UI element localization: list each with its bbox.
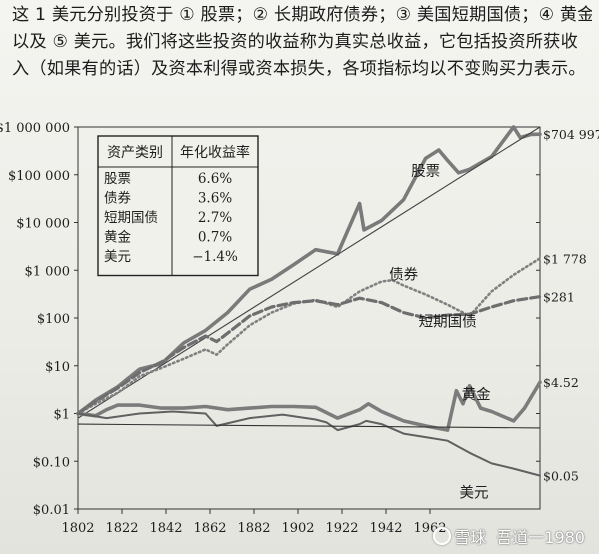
y-tick-label: $100 000 [8,169,70,184]
series-name-label: 短期国债 [419,313,477,330]
watermark: 雪球 吾道一1980 [433,524,585,548]
y-tick-label: $100 [37,312,70,327]
intro-paragraph: 这 1 美元分别投资于 ① 股票；② 长期政府债券；③ 美国短期国债；④ 黄金 … [12,2,592,83]
y-tick-label: $1 000 [25,264,71,279]
intro-line-3: 入（如果有的话）及资本利得或资本损失，各项指标均以不变购买力表示。 [12,59,586,79]
intro-line-2: 以及 ⑤ 美元。我们将这些投资的收益称为真实总收益，它包括投资所获收 [12,32,578,52]
legend-table-asset: 债券 [104,191,131,207]
x-tick-label: 1842 [149,521,182,536]
end-value-label: $704 997 [543,127,599,142]
legend-table-return: −1.4% [192,249,238,265]
series-line-5 [77,410,541,477]
x-tick-label: 1862 [193,521,226,536]
watermark-author: 吾道一1980 [496,528,585,547]
x-tick-label: 1882 [237,521,270,536]
y-tick-label: $1 [53,408,70,423]
legend-table-return: 0.7% [198,230,232,246]
series-line-3 [76,295,542,416]
y-tick-label: $10 000 [16,217,70,232]
x-tick-label: 1802 [61,521,94,536]
y-tick-label: $10 [45,360,70,375]
series-name-label: 美元 [460,485,489,502]
legend-table-asset: 短期国债 [104,210,158,226]
intro-line-1: 这 1 美元分别投资于 ① 股票；② 长期政府债券；③ 美国短期国债；④ 黄金 [12,5,592,25]
chart-series [76,125,542,477]
end-value-label: $281 [543,290,575,305]
x-tick-label: 1942 [369,521,402,536]
series-line-6 [77,423,541,429]
series-name-label: 债券 [389,266,418,283]
legend-table-asset: 股票 [104,171,131,187]
y-tick-label: $0.10 [33,455,70,470]
y-tick-label: $0.01 [33,503,70,518]
legend-table-asset: 黄金 [104,230,131,246]
legend-table-return: 3.6% [198,191,232,207]
legend-table-header: 资产类别 [107,145,163,161]
end-value-label: $0.05 [543,469,579,484]
legend-table-return: 2.7% [198,210,232,226]
x-tick-label: 1902 [281,521,314,536]
watermark-brand: 雪球 [454,528,487,547]
y-tick-label: $1 000 000 [0,121,70,136]
legend-table-frame [97,135,259,277]
series-name-label: 股票 [411,164,440,180]
legend-table-asset: 美元 [104,249,131,265]
series-line-4 [76,380,542,432]
legend-table-return: 6.6% [198,171,232,187]
end-value-label: $1 778 [543,251,587,266]
chart-axes: $1 000 000 $100 000 $10 000 $1 000 $100 $10 $1… [0,121,541,536]
x-tick-label: 1822 [105,521,138,536]
x-tick-label: 1922 [325,521,358,536]
end-value-label: $4.52 [543,375,579,390]
snowball-logo-icon [433,527,452,545]
legend-table-header: 年化收益率 [180,144,250,161]
series-name-label: 黄金 [462,386,491,403]
